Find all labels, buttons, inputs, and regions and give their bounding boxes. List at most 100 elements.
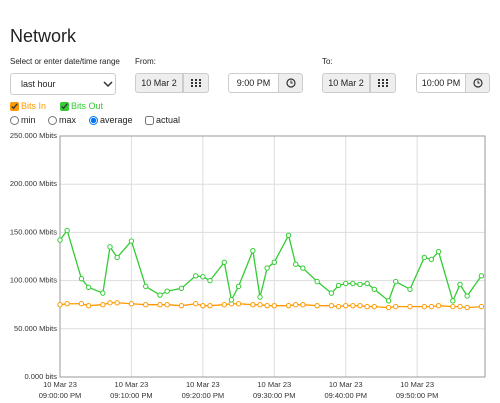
data-point	[157, 302, 163, 308]
data-point	[350, 280, 356, 287]
data-point	[285, 232, 292, 238]
data-point	[421, 254, 427, 261]
data-point	[114, 300, 120, 306]
calendar-icon	[378, 79, 388, 87]
data-point	[164, 288, 170, 294]
aggregation-option[interactable]: average	[89, 115, 133, 125]
y-tick-label: 50.000 Mbits	[14, 324, 57, 333]
data-point	[385, 304, 392, 311]
data-point	[85, 284, 92, 291]
data-point	[271, 302, 277, 309]
data-point	[457, 281, 463, 288]
range-select[interactable]: last hour	[10, 73, 116, 95]
to-time[interactable]: 10:00 PM	[416, 73, 466, 93]
data-point	[193, 273, 199, 279]
data-point	[193, 301, 199, 307]
data-point	[164, 302, 170, 308]
data-point	[143, 283, 149, 290]
from-date-text: 10 Mar 2	[141, 78, 177, 88]
data-point	[364, 303, 370, 310]
data-point	[264, 265, 270, 271]
from-time[interactable]: 9:00 PM	[228, 73, 279, 93]
y-tick-label: 200.000 Mbits	[10, 179, 57, 188]
x-tick-label: 09:20:00 PM	[182, 391, 225, 400]
data-point	[478, 273, 485, 279]
data-point	[385, 298, 392, 304]
data-point	[178, 302, 185, 309]
data-point	[250, 248, 256, 254]
data-point	[357, 281, 363, 288]
to-date[interactable]: 10 Mar 2	[322, 73, 370, 93]
x-tick-label: 10 Mar 23	[43, 380, 77, 389]
data-point	[393, 303, 399, 310]
aggregation-label: max	[59, 115, 77, 125]
data-point	[235, 283, 242, 290]
aggregation-radio[interactable]	[48, 115, 57, 125]
range-select-value: last hour	[21, 79, 56, 89]
aggregation-radio[interactable]	[10, 115, 19, 125]
data-point	[200, 274, 206, 280]
data-point	[335, 303, 342, 310]
series-checkbox[interactable]	[10, 101, 19, 111]
x-tick-label: 09:00:00 PM	[39, 391, 82, 400]
data-point	[357, 302, 363, 309]
x-tick-label: 09:10:00 PM	[110, 391, 153, 400]
data-point	[457, 303, 463, 310]
from-date-button[interactable]	[183, 73, 209, 93]
aggregation-option[interactable]: max	[48, 115, 76, 125]
from-time-button[interactable]	[278, 73, 303, 93]
range-label: Select or enter date/time range	[10, 57, 120, 66]
data-point	[464, 304, 470, 311]
data-point	[293, 302, 299, 308]
data-point	[428, 303, 435, 310]
data-point	[64, 227, 70, 234]
actual-label: actual	[156, 115, 181, 125]
to-date-text: 10 Mar 2	[328, 78, 364, 88]
from-date[interactable]: 10 Mar 2	[135, 73, 183, 93]
y-tick-label: 100.000 Mbits	[10, 276, 57, 285]
x-tick-label: 09:30:00 PM	[253, 391, 296, 400]
x-tick-label: 10 Mar 23	[115, 380, 149, 389]
series-toggle[interactable]: Bits Out	[60, 101, 103, 111]
series-toggle-label: Bits Out	[71, 101, 104, 111]
actual-toggle[interactable]: actual	[145, 115, 180, 125]
y-tick-label: 150.000 Mbits	[10, 227, 57, 236]
data-point	[78, 275, 85, 282]
plot-border	[59, 135, 486, 378]
data-point	[407, 286, 413, 292]
data-point	[85, 302, 92, 309]
data-point	[464, 293, 470, 299]
data-point	[314, 302, 320, 309]
data-point	[371, 286, 377, 292]
x-tick-label: 10 Mar 23	[257, 380, 291, 389]
data-point	[393, 278, 399, 285]
aggregation-label: average	[100, 115, 133, 125]
data-point	[78, 301, 85, 307]
y-tick-label: 0.000 bits	[24, 372, 57, 381]
data-point	[293, 261, 299, 267]
to-time-button[interactable]	[465, 73, 490, 93]
aggregation-radio[interactable]	[89, 115, 98, 125]
data-point	[235, 301, 242, 307]
actual-checkbox[interactable]	[145, 115, 154, 125]
aggregation-option[interactable]: min	[10, 115, 36, 125]
chart: 0.000 bits 50.000 Mbits 100.000 Mbits 150.0…	[10, 131, 486, 400]
select-caret	[103, 81, 113, 88]
data-point	[350, 302, 356, 309]
data-point	[435, 302, 442, 309]
data-point	[207, 302, 213, 309]
data-point	[271, 259, 277, 265]
data-point	[478, 303, 485, 310]
to-date-button[interactable]	[370, 73, 396, 93]
data-point	[64, 301, 70, 307]
data-point	[207, 277, 213, 284]
series-toggle[interactable]: Bits In	[10, 101, 46, 111]
data-point	[128, 238, 135, 244]
to-time-text: 10:00 PM	[421, 78, 461, 88]
series-checkbox[interactable]	[60, 101, 69, 111]
data-point	[450, 298, 456, 304]
data-point	[407, 303, 413, 310]
data-point	[343, 280, 349, 287]
data-point	[107, 300, 113, 306]
series-line	[59, 302, 482, 309]
